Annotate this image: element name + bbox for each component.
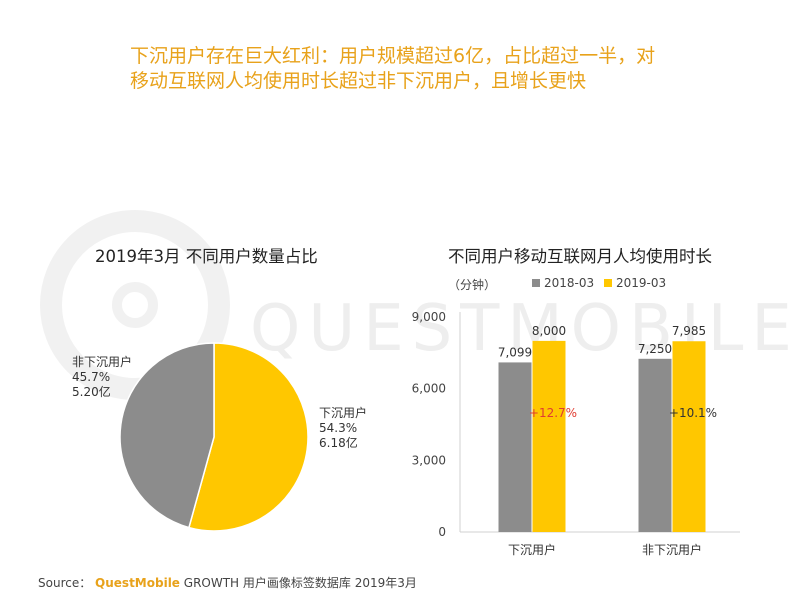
y-tick-label: 0 <box>438 525 446 539</box>
pie-label-pct: 54.3% <box>319 421 358 435</box>
growth-label: +12.7% <box>529 406 577 420</box>
pie-chart-title: 2019年3月 不同用户数量占比 <box>95 247 318 266</box>
watermark-dot <box>112 282 158 328</box>
headline-line-2: 移动互联网人均使用时长超过非下沉用户，且增长更快 <box>130 70 587 92</box>
pie-label-amount: 5.20亿 <box>72 385 111 399</box>
growth-label: +10.1% <box>669 406 717 420</box>
pie-label-pct: 45.7% <box>72 370 111 384</box>
bar-chart-title: 不同用户移动互联网月人均使用时长 <box>448 247 712 266</box>
bar-2019-03-1 <box>672 341 706 532</box>
pie-label-non-downstream: 非下沉用户 45.7% 5.20亿 <box>72 355 132 400</box>
bar-2018-03-0 <box>498 362 532 532</box>
pie-slice-downstream <box>187 342 309 532</box>
legend-label: 2019-03 <box>616 276 667 290</box>
pie-label-name: 非下沉用户 <box>72 355 133 369</box>
source-brand: QuestMobile <box>95 576 180 590</box>
legend-swatch-gray <box>532 279 540 287</box>
legend-label: 2018-03 <box>544 276 595 290</box>
bar-2018-03-1 <box>638 358 672 532</box>
legend-swatch-yellow <box>604 279 612 287</box>
headline: 下沉用户存在巨大红利：用户规模超过6亿，占比超过一半，对 移动互联网人均使用时长… <box>130 44 730 94</box>
legend-item-2018: 2018-03 <box>532 276 594 290</box>
pie-label-downstream: 下沉用户 54.3% 6.18亿 <box>319 406 367 451</box>
watermark-text: QUESTMOBILE <box>250 292 800 366</box>
legend-item-2019: 2019-03 <box>604 276 666 290</box>
pie-label-amount: 6.18亿 <box>319 436 358 450</box>
source-suffix: GROWTH 用户画像标签数据库 2019年3月 <box>183 576 417 590</box>
y-tick-label: 3,000 <box>412 453 446 467</box>
source-prefix: Source： <box>38 576 92 590</box>
pie-label-name: 下沉用户 <box>319 406 368 420</box>
source-line: Source： QuestMobile GROWTH 用户画像标签数据库 201… <box>38 574 417 591</box>
y-tick-label: 6,000 <box>412 382 446 396</box>
headline-line-1: 下沉用户存在巨大红利：用户规模超过6亿，占比超过一半，对 <box>130 45 656 67</box>
x-category-label: 非下沉用户 <box>642 542 702 557</box>
bar-2019-03-0 <box>532 340 566 532</box>
x-category-label: 下沉用户 <box>508 542 556 557</box>
unit-label: （分钟） <box>448 278 497 292</box>
